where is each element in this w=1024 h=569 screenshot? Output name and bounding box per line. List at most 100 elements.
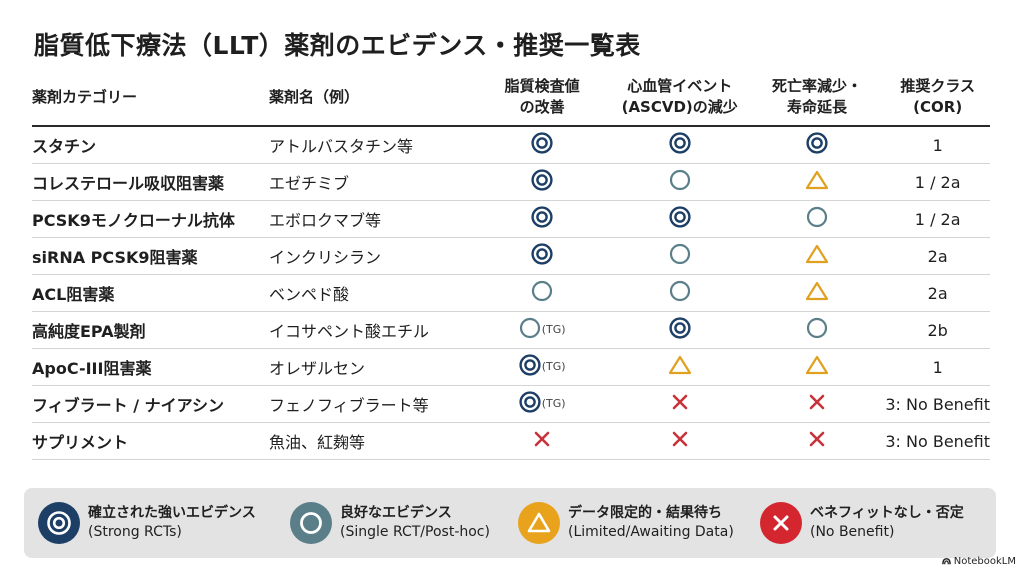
mortality-cell (748, 385, 886, 423)
legend-item-limited: データ限定的・結果待ち (Limited/Awaiting Data) (518, 502, 734, 544)
mortality-cell (748, 311, 886, 349)
cor-cell: 1 / 2a (885, 163, 990, 201)
cross-icon (808, 430, 826, 448)
legend-item-strong: 確立された強いエビデンス (Strong RCTs) (38, 502, 256, 544)
table-row: ACL阻害薬 ベンペド酸 2a (32, 274, 990, 312)
brand-watermark: NotebookLM (941, 556, 1016, 567)
table-row: siRNA PCSK9阻害薬 インクリシラン 2a (32, 237, 990, 275)
category-cell: PCSK9モノクローナル抗体 (32, 200, 269, 238)
circle-icon (519, 317, 541, 339)
drug-cell: イコサペント酸エチル (268, 311, 474, 349)
double-circle-icon (531, 243, 553, 265)
legend-item-good: 良好なエビデンス (Single RCT/Post-hoc) (290, 502, 490, 544)
circle-icon (806, 317, 828, 339)
lipid-cell (473, 237, 611, 275)
drug-cell: ベンペド酸 (268, 274, 474, 312)
circle-icon (669, 243, 691, 265)
cor-cell: 3: No Benefit (885, 422, 990, 460)
cross-icon (671, 430, 689, 448)
mortality-cell (748, 126, 886, 164)
triangle-icon (805, 280, 829, 302)
drug-cell: エボロクマブ等 (268, 200, 474, 238)
table-row: PCSK9モノクローナル抗体 エボロクマブ等 1 / 2a (32, 200, 990, 238)
double-circle-icon (806, 132, 828, 154)
drug-cell: アトルバスタチン等 (268, 126, 474, 164)
cor-cell: 1 (885, 348, 990, 386)
cross-icon (760, 502, 802, 544)
header-cor: 推奨クラス (COR) (885, 69, 990, 127)
mortality-cell (748, 274, 886, 312)
lipid-cell (473, 274, 611, 312)
table-row: ApoC-III阻害薬 オレザルセン (TG) 1 (32, 348, 990, 386)
triangle-icon (805, 354, 829, 376)
mortality-cell (748, 348, 886, 386)
circle-icon (806, 206, 828, 228)
header-mortality: 死亡率減少・ 寿命延長 (748, 69, 886, 127)
drug-cell: エゼチミブ (268, 163, 474, 201)
cv-events-cell (610, 274, 749, 312)
triangle-icon (518, 502, 560, 544)
category-cell: ACL阻害薬 (32, 274, 269, 312)
legend-good-sub: (Single RCT/Post-hoc) (340, 524, 490, 540)
cor-cell: 3: No Benefit (885, 385, 990, 423)
header-cv-events: 心血管イベント (ASCVD)の減少 (610, 69, 749, 127)
lipid-cell (473, 163, 611, 201)
table-header-row: 薬剤カテゴリー 薬剤名（例） 脂質検査値 の改善 心血管イベント (ASCVD)の減… (32, 69, 990, 127)
cv-events-cell (610, 311, 749, 349)
cor-cell: 1 / 2a (885, 200, 990, 238)
cross-icon (808, 393, 826, 411)
mortality-cell (748, 422, 886, 460)
cor-cell: 2b (885, 311, 990, 349)
category-cell: スタチン (32, 126, 269, 164)
category-cell: ApoC-III阻害薬 (32, 348, 269, 386)
header-lipid: 脂質検査値 の改善 (473, 69, 611, 127)
mortality-cell (748, 163, 886, 201)
circle-icon (290, 502, 332, 544)
legend-panel: 確立された強いエビデンス (Strong RCTs) 良好なエビデンス (Sin… (24, 488, 996, 558)
legend-none-label: ベネフィットなし・否定 (810, 505, 964, 521)
mortality-cell (748, 200, 886, 238)
double-circle-icon (519, 354, 541, 376)
table-row: 高純度EPA製剤 イコサペント酸エチル (TG) 2b (32, 311, 990, 349)
page-title: 脂質低下療法（LLT）薬剤のエビデンス・推奨一覧表 (34, 31, 641, 60)
legend-limited-sub: (Limited/Awaiting Data) (568, 524, 734, 540)
cor-cell: 2a (885, 237, 990, 275)
table-row: スタチン アトルバスタチン等 1 (32, 126, 990, 164)
cross-icon (671, 393, 689, 411)
notebooklm-logo-icon (941, 558, 951, 565)
table-row: コレステロール吸収阻害薬 エゼチミブ 1 / 2a (32, 163, 990, 201)
circle-icon (531, 280, 553, 302)
lipid-cell: (TG) (473, 311, 611, 349)
drug-cell: 魚油、紅麹等 (268, 422, 474, 460)
triangle-icon (805, 169, 829, 191)
cor-cell: 1 (885, 126, 990, 164)
category-cell: コレステロール吸収阻害薬 (32, 163, 269, 201)
cv-events-cell (610, 348, 749, 386)
cv-events-cell (610, 422, 749, 460)
category-cell: siRNA PCSK9阻害薬 (32, 237, 269, 275)
legend-strong-label: 確立された強いエビデンス (88, 505, 256, 521)
double-circle-icon (669, 206, 691, 228)
double-circle-icon (531, 206, 553, 228)
lipid-note: (TG) (541, 397, 566, 410)
cv-events-cell (610, 126, 749, 164)
drug-cell: インクリシラン (268, 237, 474, 275)
table-row: フィブラート / ナイアシン フェノフィブラート等 (TG) 3: No Benefi… (32, 385, 990, 423)
legend-limited-label: データ限定的・結果待ち (568, 505, 722, 521)
lipid-cell: (TG) (473, 385, 611, 423)
lipid-cell (473, 200, 611, 238)
legend-none-sub: (No Benefit) (810, 524, 895, 540)
evidence-table: 薬剤カテゴリー 薬剤名（例） 脂質検査値 の改善 心血管イベント (ASCVD)の減… (32, 69, 990, 460)
drug-cell: オレザルセン (268, 348, 474, 386)
circle-icon (669, 169, 691, 191)
category-cell: 高純度EPA製剤 (32, 311, 269, 349)
circle-icon (669, 280, 691, 302)
triangle-icon (805, 243, 829, 265)
cv-events-cell (610, 385, 749, 423)
legend-strong-sub: (Strong RCTs) (88, 524, 182, 540)
legend-good-label: 良好なエビデンス (340, 505, 452, 521)
double-circle-icon (519, 391, 541, 413)
double-circle-icon (531, 132, 553, 154)
double-circle-icon (669, 317, 691, 339)
cv-events-cell (610, 200, 749, 238)
